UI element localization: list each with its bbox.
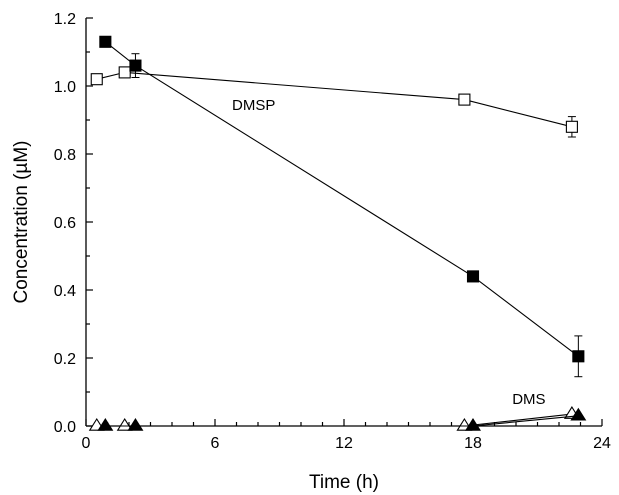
x-tick-label: 24: [593, 435, 611, 452]
series-square-filled: [99, 35, 585, 378]
data-point-square: [466, 270, 480, 283]
data-point-triangle: [127, 417, 144, 431]
y-tick-label: 0.0: [54, 419, 76, 436]
y-tick-label: 0.8: [54, 147, 76, 164]
x-axis-title: Time (h): [309, 472, 379, 493]
x-tick-label: 6: [211, 435, 220, 452]
data-point-triangle: [116, 417, 133, 431]
data-point-square: [118, 66, 131, 79]
y-tick-label: 1.2: [54, 11, 76, 28]
data-point-triangle: [97, 417, 114, 431]
series-layer: [88, 35, 587, 431]
data-point-square: [99, 35, 112, 48]
y-tick-label: 0.4: [54, 283, 76, 300]
y-axis-title: Concentration (µM): [11, 140, 32, 303]
data-point-square: [129, 59, 142, 72]
series-annotation: DMSP: [232, 97, 275, 114]
x-tick-label: 18: [464, 435, 482, 452]
data-point-triangle: [570, 407, 587, 421]
series-line: [96, 413, 572, 427]
y-tick-label: 0.2: [54, 351, 76, 368]
y-tick-label: 0.6: [54, 215, 76, 232]
series-line: [105, 41, 579, 357]
data-point-square: [572, 350, 585, 363]
data-point-square: [90, 73, 103, 86]
data-point-square: [565, 120, 578, 133]
x-tick-label: 12: [335, 435, 353, 452]
series-annotation: DMS: [512, 391, 545, 408]
annotation-layer: DMSP DMS: [232, 97, 546, 408]
series-square-open: [90, 66, 578, 138]
series-triangle-filled: [97, 407, 587, 431]
series-line: [96, 71, 573, 128]
data-point-triangle: [465, 417, 481, 431]
data-point-square: [458, 93, 471, 106]
y-tick-label: 1.0: [54, 79, 76, 96]
series-triangle-open: [88, 406, 580, 431]
x-tick-label: 0: [82, 435, 91, 452]
series-line: [105, 415, 579, 427]
